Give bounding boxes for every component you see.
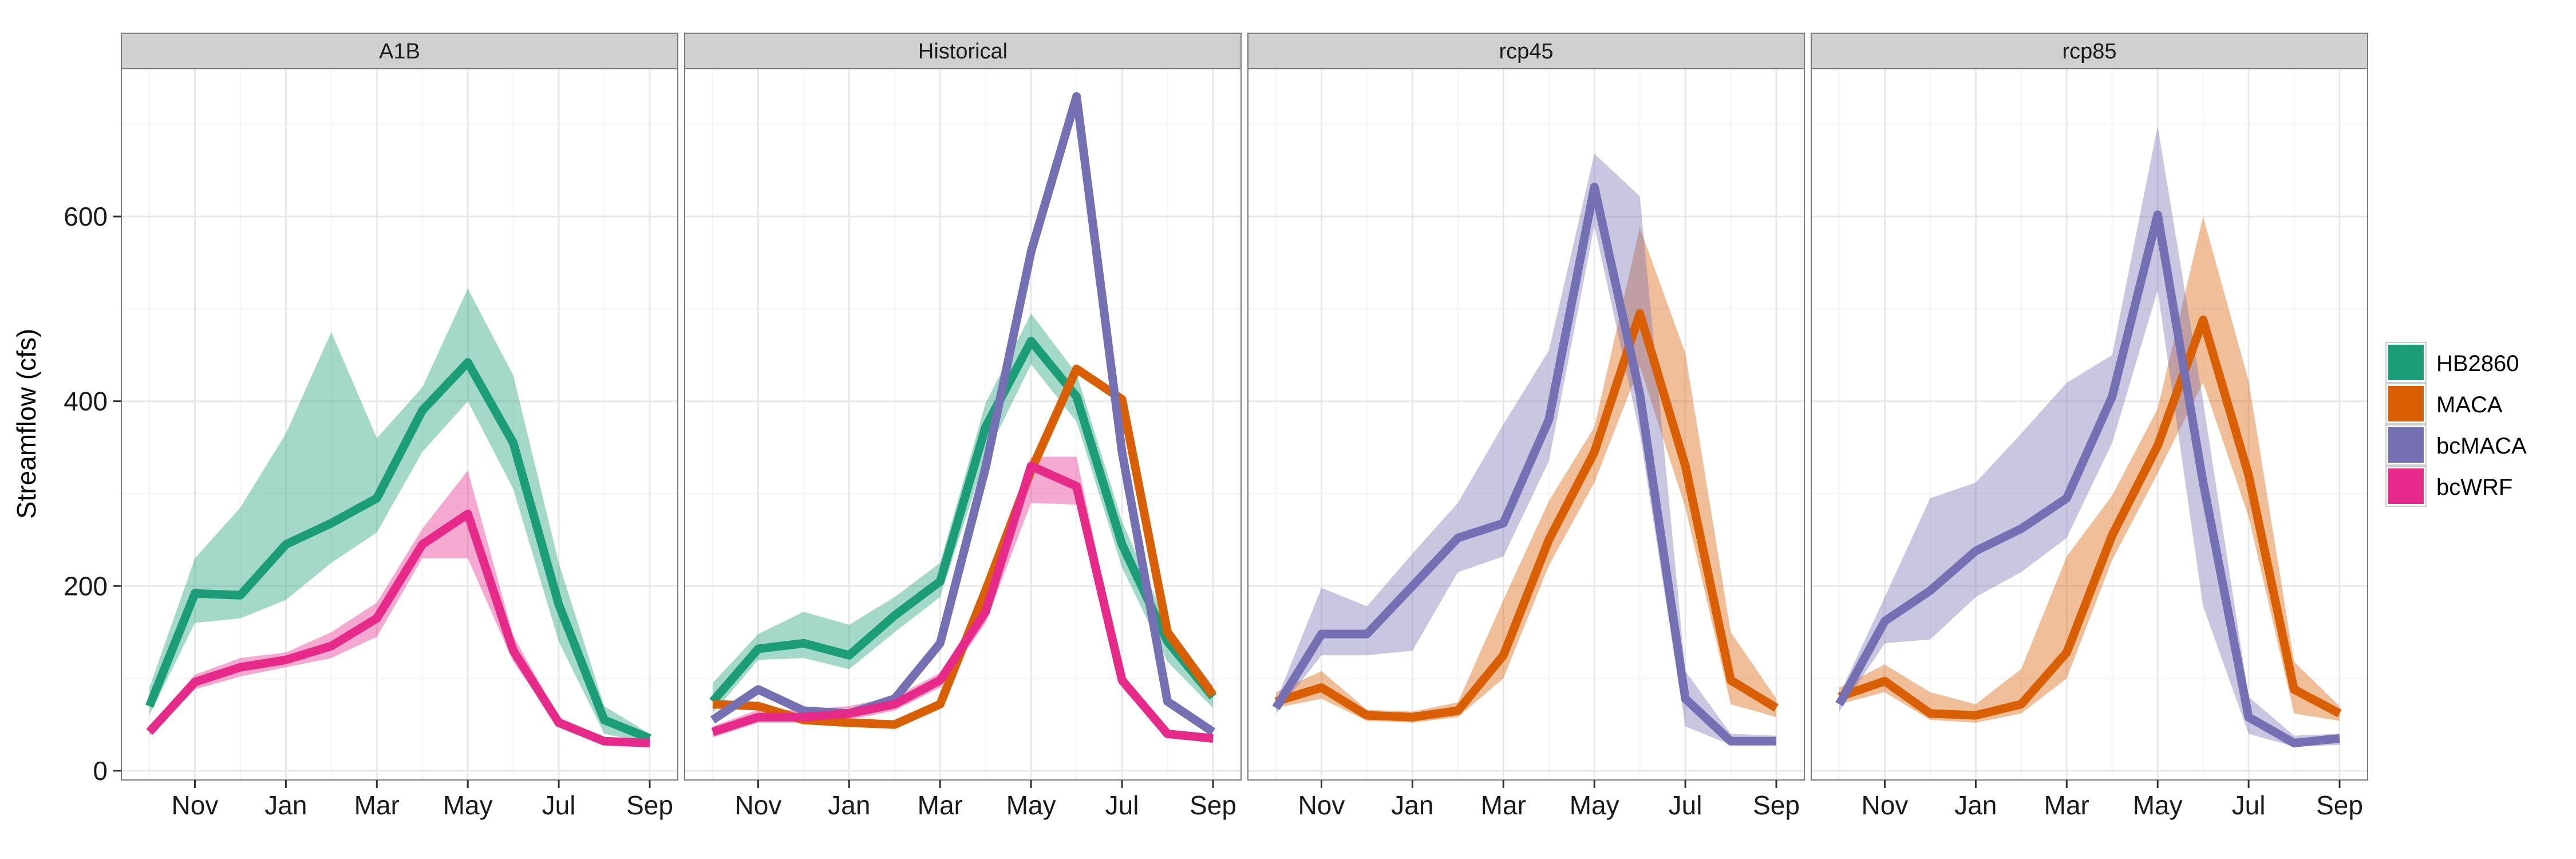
line-maca: [1838, 316, 2342, 720]
legend-item-bcwrf: bcWRF: [2385, 466, 2512, 507]
plot-background: [1811, 69, 2368, 780]
line-maca: [1274, 309, 1779, 722]
y-tick-label: 0: [93, 756, 108, 786]
line-bcwrf: [146, 510, 650, 747]
panel-border: [1811, 68, 2368, 781]
x-tick-label: Mar: [2044, 790, 2089, 820]
legend-item-maca: MACA: [2385, 383, 2503, 424]
line-bcmaca: [1835, 210, 2340, 747]
line-bcwrf: [711, 462, 1214, 743]
x-tick-label: May: [1570, 790, 1619, 820]
ribbon-bcwrf: [149, 470, 650, 747]
legend-item-bcmaca: bcMACA: [2385, 424, 2527, 466]
x-tick-label: Jul: [542, 790, 576, 820]
x-tick-label: Mar: [918, 790, 963, 820]
line-bcmaca: [710, 92, 1216, 736]
panel-border: [684, 68, 1242, 781]
panel-rcp45: rcp45 Nov Jan Mar May Jul Sep: [1247, 33, 1805, 820]
legend-label: bcWRF: [2436, 475, 2512, 500]
panel-strip: [1811, 33, 2368, 69]
x-tick-label: Nov: [1298, 790, 1345, 820]
ribbon-maca: [1839, 216, 2340, 723]
legend-label: MACA: [2436, 392, 2503, 417]
x-tick-label: Sep: [1753, 790, 1800, 820]
x-tick-label: May: [2133, 790, 2183, 820]
line-hb2860: [709, 337, 1216, 704]
x-tick-label: Jul: [2232, 790, 2266, 820]
panel-title: rcp85: [2062, 40, 2116, 64]
legend-item-hb2860: HB2860: [2385, 342, 2519, 383]
chart-panels: A1B Nov Jan Mar May Jul Sep 0 200 400 600 Historica…: [64, 33, 2368, 820]
x-tick-label: Mar: [1481, 790, 1526, 820]
x-tick-label: May: [1006, 790, 1056, 820]
plot-background: [685, 69, 1241, 780]
y-tick-label: 600: [64, 202, 108, 231]
legend: HB2860 MACA bcMACA bcWRF: [2385, 342, 2527, 507]
panel-title: A1B: [379, 40, 420, 64]
panel-title: Historical: [918, 40, 1008, 64]
panel-strip: [121, 33, 678, 69]
legend-swatch: [2388, 345, 2424, 380]
x-tick-label: Nov: [172, 790, 219, 820]
x-tick-label: Jan: [1954, 790, 1997, 820]
legend-swatch: [2388, 468, 2424, 504]
x-tick-label: Sep: [1190, 790, 1236, 820]
x-tick-label: Jan: [828, 790, 870, 820]
panel-title: rcp45: [1499, 40, 1553, 64]
x-tick-label: Sep: [626, 790, 673, 820]
x-tick-label: Mar: [354, 790, 400, 820]
x-tick-label: May: [443, 790, 493, 820]
panel-border: [1247, 68, 1805, 781]
panel-historical: Historical Nov Jan Mar May Jul Sep: [684, 33, 1242, 820]
x-tick-label: Jul: [1105, 790, 1139, 820]
x-tick-label: Jul: [1669, 790, 1702, 820]
y-tick-label: 200: [64, 571, 108, 601]
plot-background: [1248, 69, 1804, 780]
panel-rcp85: rcp85 Nov Jan Mar May Jul Sep: [1811, 33, 2368, 820]
x-tick-label: Jan: [1391, 790, 1433, 820]
panel-strip: [1247, 33, 1805, 69]
line-bcmaca: [1272, 183, 1776, 746]
legend-swatch: [2388, 427, 2424, 463]
legend-label: bcMACA: [2436, 434, 2527, 459]
x-tick-label: Jan: [264, 790, 307, 820]
x-tick-label: Nov: [735, 790, 782, 820]
panel-a1b: A1B Nov Jan Mar May Jul Sep 0 200 400 600: [64, 33, 678, 820]
legend-swatch: [2388, 386, 2424, 421]
x-tick-label: Sep: [2316, 790, 2363, 820]
x-tick-label: Nov: [1862, 790, 1909, 820]
ribbon-bcmaca: [1839, 126, 2340, 747]
line-hb2860: [145, 358, 651, 743]
legend-label: HB2860: [2436, 351, 2519, 376]
panel-border: [121, 68, 678, 781]
y-tick-label: 400: [64, 387, 108, 416]
y-axis-title: Streamflow (cfs): [11, 329, 41, 519]
